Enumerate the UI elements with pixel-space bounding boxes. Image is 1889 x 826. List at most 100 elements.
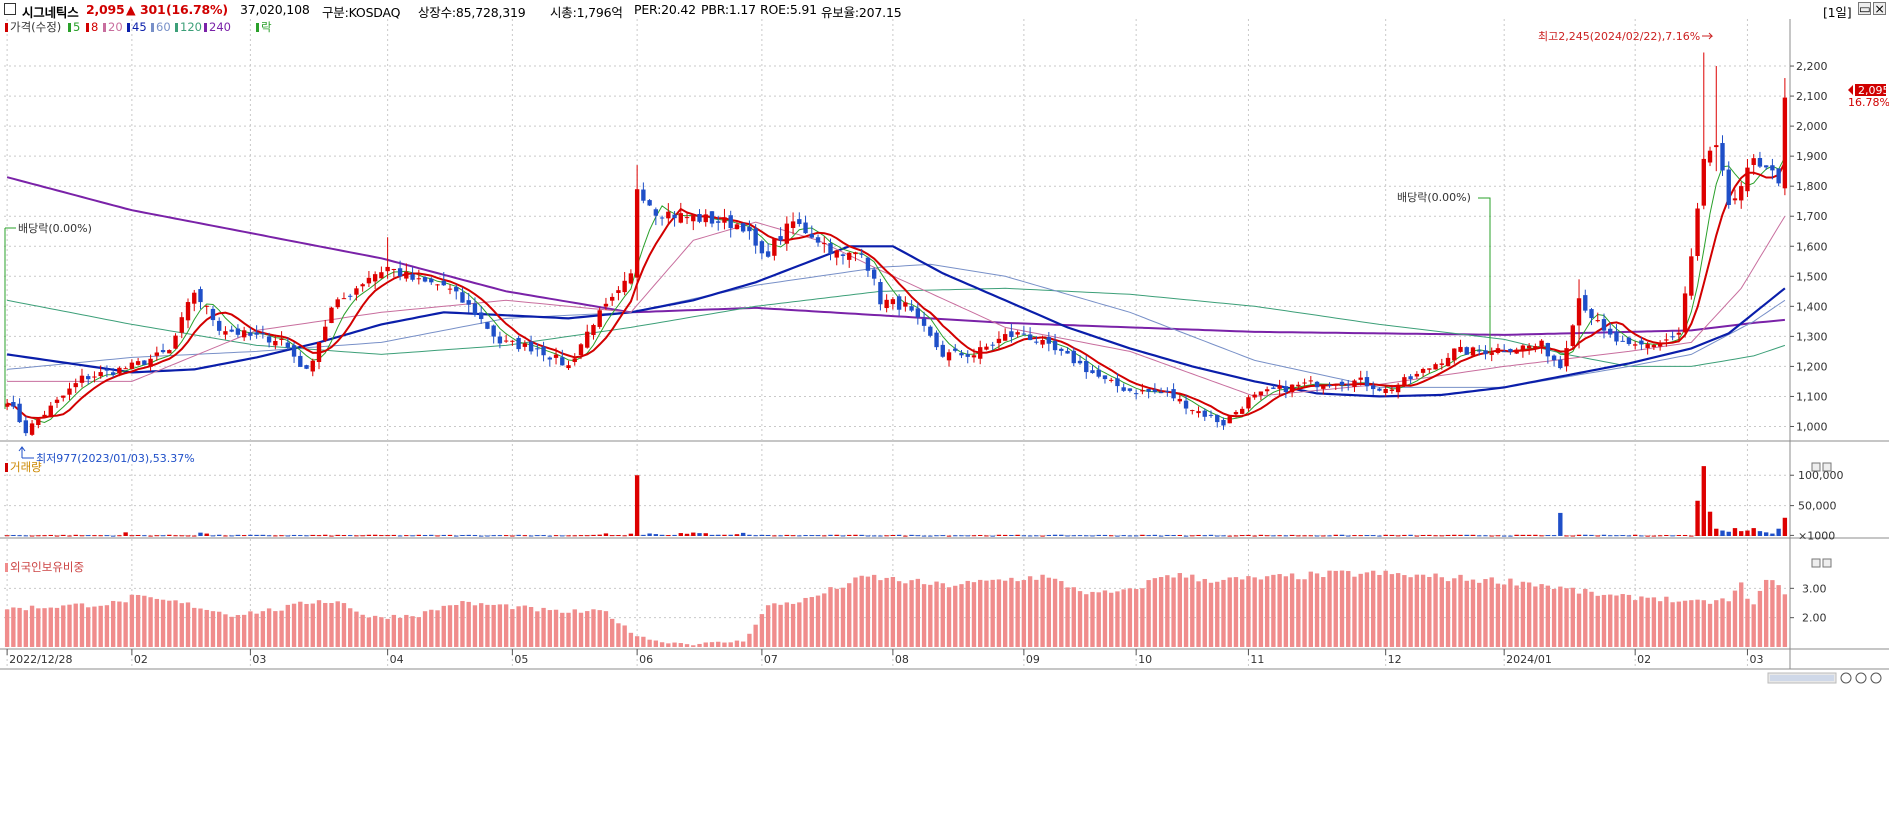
- panel-controls[interactable]: [1811, 462, 1832, 568]
- foreign-ratio-bar: [410, 616, 415, 647]
- volume-bar: [1701, 466, 1706, 536]
- candle-body: [117, 367, 122, 374]
- volume-bar: [485, 535, 490, 537]
- close-button[interactable]: ×: [1873, 1, 1886, 16]
- foreign-ratio-bar: [1452, 578, 1457, 647]
- candle-body: [560, 357, 565, 366]
- foreign-ratio-bar: [1682, 600, 1688, 647]
- foreign-ratio-bar: [241, 614, 247, 647]
- period-selector[interactable]: [1일]: [1823, 5, 1852, 20]
- candle-body: [747, 226, 752, 232]
- candle-body: [896, 296, 902, 310]
- candle-body: [360, 284, 365, 287]
- candle-body: [1414, 373, 1420, 377]
- candle-body: [1514, 349, 1519, 354]
- foreign-ratio-bar: [17, 607, 22, 647]
- volume-bar: [1576, 534, 1582, 536]
- volume-bar: [1589, 534, 1594, 536]
- scroll-bar[interactable]: [1767, 672, 1882, 684]
- foreign-ratio-bar: [1414, 574, 1420, 647]
- candle-body: [946, 352, 952, 361]
- candle-body: [1034, 341, 1039, 343]
- candle-body: [572, 358, 577, 362]
- foreign-ratio-bar: [1657, 601, 1663, 647]
- foreign-ratio-bar: [148, 597, 153, 647]
- volume-bar: [953, 535, 958, 537]
- checkbox-icon[interactable]: [4, 3, 16, 15]
- foreign-ratio-bar: [385, 618, 390, 647]
- foreign-ratio-bar: [921, 584, 927, 647]
- foreign-ratio-bar: [634, 636, 640, 647]
- foreign-ratio-bar: [279, 610, 284, 647]
- foreign-ratio-bar: [1208, 582, 1214, 647]
- foreign-ratio-bar: [479, 603, 484, 647]
- volume-bar: [909, 534, 914, 536]
- candle-body: [1695, 208, 1700, 257]
- candle-body: [1171, 389, 1176, 399]
- stock-name[interactable]: 시그네틱스: [22, 5, 79, 20]
- restore-button[interactable]: ▭: [1858, 1, 1871, 16]
- volume-bar: [1389, 534, 1395, 536]
- candle-body: [310, 360, 315, 372]
- foreign-ratio-bar: [1027, 576, 1033, 647]
- foreign-ratio-bar: [1040, 574, 1045, 647]
- foreign-ratio-bar: [609, 618, 615, 647]
- candle-body: [291, 345, 297, 357]
- volume-bar: [1489, 535, 1494, 537]
- foreign-ratio-bar: [815, 595, 821, 647]
- volume-bar: [996, 534, 1002, 536]
- volume-bar: [1689, 535, 1694, 537]
- volume-bar: [79, 535, 85, 537]
- volume-bar: [847, 534, 852, 536]
- volume-bar: [48, 534, 53, 536]
- price-tick-label: 1,300: [1796, 330, 1828, 343]
- foreign-ratio-bar: [772, 603, 777, 647]
- volume-bar: [522, 535, 528, 537]
- x-tick-label: 08: [895, 653, 909, 666]
- foreign-ratio-bar: [1302, 579, 1307, 647]
- volume-bar: [198, 532, 203, 536]
- volume-bar: [1520, 534, 1526, 536]
- foreign-ratio-bar: [1314, 573, 1320, 647]
- candle-body: [1383, 388, 1388, 393]
- volume-bar: [192, 535, 197, 537]
- foreign-ratio-bar: [198, 608, 203, 647]
- stock-chart[interactable]: 2022/12/28 02 03 04 05 06 07 08 09 10 11 12 2024/01 0…: [0, 19, 1889, 826]
- candle-body: [479, 312, 484, 319]
- candle-body: [1240, 408, 1245, 414]
- legend-ma5: 5: [73, 20, 80, 34]
- price-change-percent: (16.78%): [166, 2, 228, 17]
- candle-body: [204, 305, 209, 307]
- volume-bar: [1052, 534, 1058, 536]
- foreign-ratio-bar: [516, 606, 521, 647]
- volume-bar: [1221, 535, 1226, 537]
- foreign-ratio-bar: [1445, 581, 1451, 647]
- candle-body: [422, 277, 428, 282]
- foreign-ratio-bar: [884, 577, 889, 647]
- dividend-annotation-2: 배당락(0.00%): [1397, 191, 1471, 204]
- candle-body: [366, 277, 372, 284]
- foreign-ratio-bar: [329, 602, 334, 647]
- foreign-ratio-bar: [678, 643, 683, 647]
- foreign-ratio-bar: [659, 642, 665, 647]
- foreign-ratio-bar: [173, 600, 178, 647]
- volume-bar: [1601, 534, 1607, 536]
- volume-bar: [965, 535, 970, 537]
- candle-body: [566, 365, 571, 369]
- candle-body: [129, 362, 135, 369]
- foreign-ratio-bar: [778, 604, 783, 647]
- volume-bar: [366, 534, 372, 536]
- candle-body: [1632, 344, 1638, 346]
- volume-bar: [11, 535, 16, 537]
- per-value: PER:20.42: [634, 2, 696, 17]
- candle-body: [466, 300, 471, 305]
- volume-bar: [1651, 535, 1657, 537]
- foreign-ratio-bar: [1321, 577, 1326, 647]
- candle-body: [61, 395, 66, 398]
- volume-bar: [560, 535, 565, 537]
- foreign-ratio-bar: [959, 584, 964, 647]
- price-tick-label: 2,000: [1796, 120, 1828, 133]
- foreign-ratio-bar: [1277, 574, 1282, 647]
- foreign-ratio-bar: [129, 594, 135, 647]
- reserve-ratio: 유보율:207.15: [821, 5, 902, 20]
